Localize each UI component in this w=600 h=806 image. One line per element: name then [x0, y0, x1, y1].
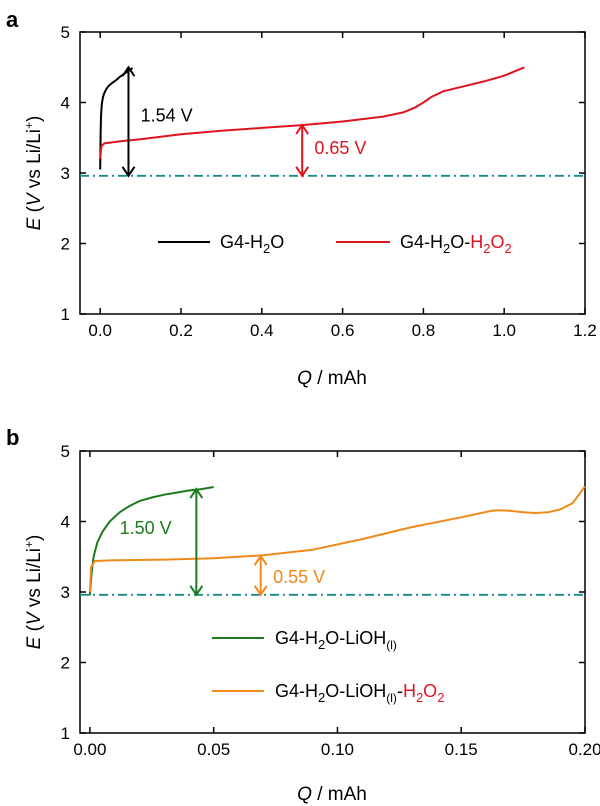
annotation-1-54v: 1.54 V [141, 106, 193, 126]
y-tick-label: 2 [61, 654, 70, 673]
y-tick-label: 2 [61, 235, 70, 254]
x-tick-label: 1.2 [573, 321, 597, 340]
x-tick-label: 0.10 [321, 740, 354, 759]
y-tick-label: 4 [61, 94, 70, 113]
x-tick-label: 0.0 [88, 321, 112, 340]
panel-b-ticks: 0.00 0.05 0.10 0.15 0.20 1 2 3 4 5 [61, 442, 600, 759]
panel-b: b 0.00 0.05 0.10 0.15 0.20 1 2 3 4 5 1.50 V 0.55 … [6, 425, 600, 805]
y-tick-label: 5 [61, 23, 70, 42]
annotation-arrow-head-bottom [295, 166, 310, 178]
x-tick-label: 0.05 [197, 740, 230, 759]
panel-b-y-axis-label: E (V vs Li/Li+) [22, 535, 45, 650]
annotation-0-55v: 0.55 V [273, 567, 325, 587]
panel-b-annotations [189, 487, 268, 597]
x-tick-label: 0.00 [73, 740, 106, 759]
annotation-arrow-head-top [121, 65, 136, 77]
panel-b-label: b [6, 425, 19, 450]
series-line-g4-h2o-h2o2 [99, 66, 525, 159]
annotation-arrow-head-top [253, 554, 268, 566]
y-tick-label: 3 [61, 583, 70, 602]
panel-b-x-axis-label: Q / mAh [297, 784, 367, 805]
annotation-arrow-head-top [189, 487, 204, 499]
legend-label-g4-h2o: G4-H2O [220, 232, 284, 256]
annotation-arrow-head-bottom [189, 585, 204, 597]
y-tick-label: 1 [61, 724, 70, 743]
y-tick-label: 3 [61, 164, 70, 183]
panel-a: a 0.0 0.2 0.4 0.6 0.8 1.0 1.2 1 2 3 4 5 1.54 V 0.65… [6, 7, 597, 389]
annotation-arrow-head-bottom [253, 585, 268, 597]
y-tick-label: 4 [61, 513, 70, 532]
x-tick-label: 1.0 [492, 321, 516, 340]
panel-b-legend: G4-H2O-LiOH(l) G4-H2O-LiOH(l)-H2O2 [212, 628, 444, 705]
annotation-arrow-head-top [295, 123, 310, 135]
x-tick-label: 0.20 [568, 740, 600, 759]
x-tick-label: 0.15 [445, 740, 478, 759]
x-tick-label: 0.8 [412, 321, 436, 340]
panel-a-annotations [121, 65, 310, 178]
x-tick-label: 0.4 [250, 321, 274, 340]
legend-label-g4-h2o-h2o2: G4-H2O-H2O2 [400, 232, 512, 256]
panel-a-y-axis-label: E (V vs Li/Li+) [22, 116, 45, 231]
y-tick-label: 5 [61, 442, 70, 461]
annotation-arrow-head-bottom [121, 166, 136, 178]
annotation-1-50v: 1.50 V [120, 518, 172, 538]
legend-label-g4-h2o-lioh: G4-H2O-LiOH(l) [275, 628, 397, 652]
x-tick-label: 0.2 [169, 321, 193, 340]
annotation-0-65v: 0.65 V [314, 138, 366, 158]
series-line-g4-h2o-lioh-h2o2 [88, 485, 586, 593]
panel-a-x-axis-label: Q / mAh [297, 368, 367, 389]
panel-a-label: a [6, 7, 19, 32]
panel-a-ticks: 0.0 0.2 0.4 0.6 0.8 1.0 1.2 1 2 3 4 5 [61, 23, 597, 340]
panel-a-legend: G4-H2O G4-H2O-H2O2 [158, 232, 512, 256]
series-line-g4-h2o-lioh [88, 486, 214, 596]
y-tick-label: 1 [61, 305, 70, 324]
legend-label-g4-h2o-lioh-h2o2: G4-H2O-LiOH(l)-H2O2 [275, 681, 444, 705]
x-tick-label: 0.6 [331, 321, 355, 340]
